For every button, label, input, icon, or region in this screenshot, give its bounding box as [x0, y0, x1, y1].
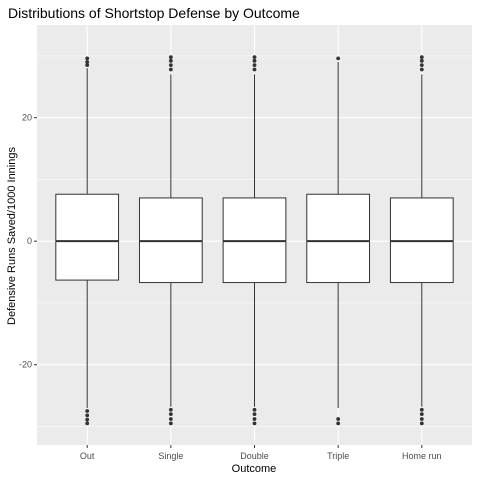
outlier-point: [419, 63, 424, 68]
outlier-point: [168, 55, 173, 60]
outlier-point: [419, 421, 424, 426]
outlier-point: [419, 55, 424, 60]
outlier-point: [168, 421, 173, 426]
box-single: [138, 55, 203, 426]
outlier-point: [85, 60, 90, 64]
outlier-point: [252, 63, 257, 68]
outlier-point: [85, 413, 90, 418]
outlier-point: [168, 407, 173, 412]
chart-title: Distributions of Shortstop Defense by Ou…: [8, 5, 300, 21]
box-out: [55, 56, 120, 426]
x-tick-label: Single: [158, 451, 183, 461]
box-double: [222, 55, 287, 426]
outlier-point: [85, 421, 90, 426]
y-tick-label: 0: [27, 236, 32, 246]
plot-marks: [55, 55, 454, 426]
outlier-point: [168, 67, 173, 72]
outlier-point: [85, 417, 90, 422]
outlier-point: [419, 412, 424, 417]
outlier-point: [336, 417, 341, 421]
outlier-point: [419, 58, 424, 63]
x-tick-label: Home run: [402, 451, 442, 461]
y-axis-label: Defensive Runs Saved/1000 Innings: [6, 147, 18, 325]
x-tick-label: Double: [240, 451, 269, 461]
outlier-point: [252, 412, 257, 417]
box-home-run: [389, 55, 454, 426]
outlier-point: [168, 417, 173, 421]
outlier-point: [168, 412, 173, 417]
x-tick-label: Out: [80, 451, 95, 461]
outlier-point: [419, 407, 424, 412]
x-axis-label: Outcome: [232, 463, 277, 475]
outlier-point: [252, 417, 257, 421]
outlier-point: [85, 56, 90, 61]
outlier-point: [419, 417, 424, 421]
outlier-point: [168, 58, 173, 63]
outlier-point: [252, 58, 257, 63]
outlier-point: [85, 63, 90, 68]
outlier-point: [419, 67, 424, 72]
outlier-point: [252, 55, 257, 60]
outlier-point: [252, 421, 257, 426]
outlier-point: [168, 63, 173, 68]
outlier-point: [336, 56, 341, 61]
outlier-point: [85, 409, 90, 413]
outlier-point: [336, 421, 341, 426]
y-tick-label: 20: [22, 113, 32, 123]
y-tick-label: -20: [19, 360, 32, 370]
outlier-point: [252, 407, 257, 412]
box-iqr: [55, 193, 120, 281]
box-triple: [306, 56, 371, 426]
box-iqr: [306, 193, 371, 284]
x-tick-label: Triple: [327, 451, 349, 461]
outlier-point: [252, 67, 257, 72]
